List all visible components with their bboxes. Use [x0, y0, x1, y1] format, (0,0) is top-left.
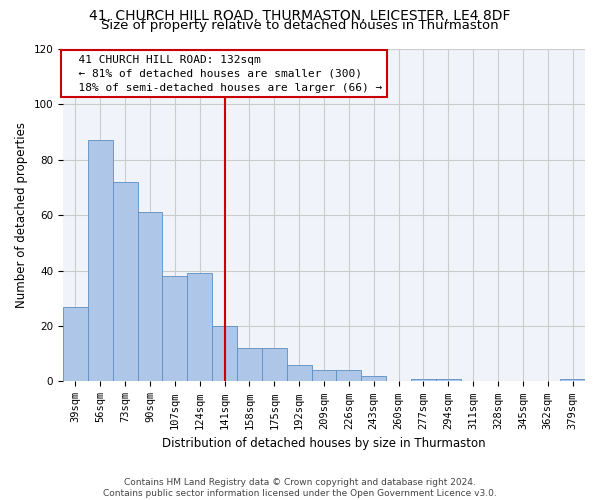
Bar [411, 378, 436, 382]
X-axis label: Distribution of detached houses by size in Thurmaston: Distribution of detached houses by size … [162, 437, 486, 450]
Text: 41 CHURCH HILL ROAD: 132sqm
  ← 81% of detached houses are smaller (300)
  18% o: 41 CHURCH HILL ROAD: 132sqm ← 81% of det… [65, 54, 382, 92]
Bar [560, 378, 585, 382]
Bar [337, 370, 361, 382]
Bar [287, 365, 311, 382]
Text: Size of property relative to detached houses in Thurmaston: Size of property relative to detached ho… [101, 19, 499, 32]
Bar [113, 182, 137, 382]
Bar [361, 376, 386, 382]
Bar [163, 276, 187, 382]
Bar [88, 140, 113, 382]
Text: Contains HM Land Registry data © Crown copyright and database right 2024.
Contai: Contains HM Land Registry data © Crown c… [103, 478, 497, 498]
Bar [311, 370, 337, 382]
Bar [212, 326, 237, 382]
Bar [262, 348, 287, 382]
Bar [137, 212, 163, 382]
Bar [187, 274, 212, 382]
Bar [436, 378, 461, 382]
Bar [63, 306, 88, 382]
Text: 41, CHURCH HILL ROAD, THURMASTON, LEICESTER, LE4 8DF: 41, CHURCH HILL ROAD, THURMASTON, LEICES… [89, 9, 511, 23]
Y-axis label: Number of detached properties: Number of detached properties [15, 122, 28, 308]
Bar [237, 348, 262, 382]
